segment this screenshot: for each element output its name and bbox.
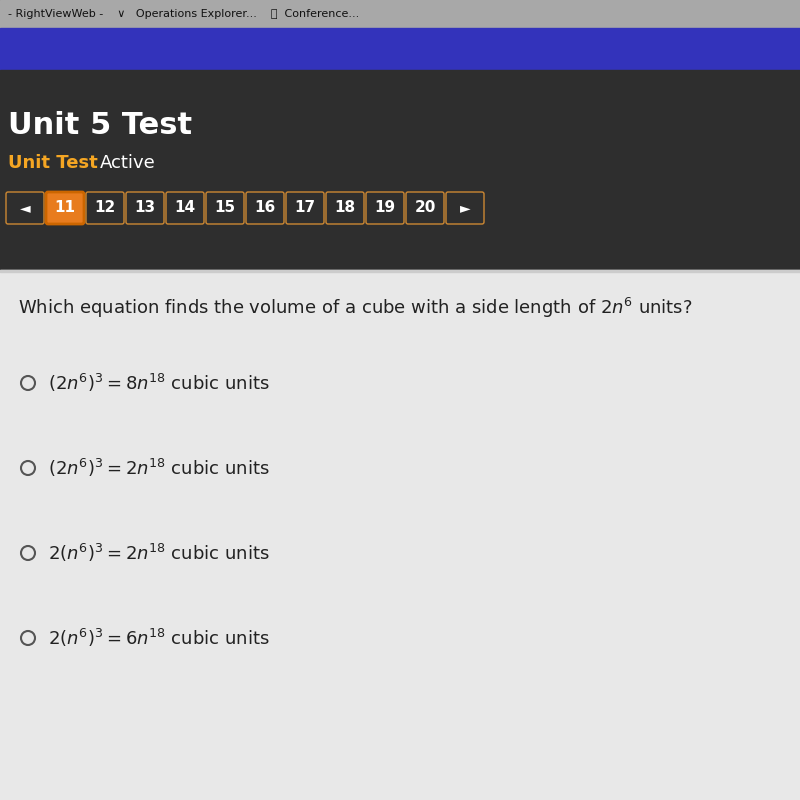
Bar: [0, 270, 800, 800]
Bar: [0, 28, 800, 70]
FancyBboxPatch shape: [446, 192, 484, 224]
Text: 13: 13: [134, 201, 155, 215]
Text: ►: ►: [460, 201, 470, 215]
Text: 16: 16: [254, 201, 276, 215]
Circle shape: [21, 631, 35, 645]
FancyBboxPatch shape: [406, 192, 444, 224]
Text: $\left(2n^6\right)^3 = 8n^{18}$ cubic units: $\left(2n^6\right)^3 = 8n^{18}$ cubic un…: [48, 372, 270, 394]
Text: Which equation finds the volume of a cube with a side length of $2n^6$ units?: Which equation finds the volume of a cub…: [18, 296, 693, 320]
Bar: [0, 70, 800, 270]
FancyBboxPatch shape: [86, 192, 124, 224]
Text: ◄: ◄: [20, 201, 30, 215]
FancyBboxPatch shape: [366, 192, 404, 224]
Circle shape: [21, 546, 35, 560]
Text: 20: 20: [414, 201, 436, 215]
FancyBboxPatch shape: [286, 192, 324, 224]
Circle shape: [21, 376, 35, 390]
FancyBboxPatch shape: [46, 192, 84, 224]
Bar: [0, 0, 800, 28]
FancyBboxPatch shape: [326, 192, 364, 224]
Text: $\left(2n^6\right)^3 = 2n^{18}$ cubic units: $\left(2n^6\right)^3 = 2n^{18}$ cubic un…: [48, 457, 270, 479]
Text: - RightViewWeb -    ∨   Operations Explorer...    🔗  Conference...: - RightViewWeb - ∨ Operations Explorer..…: [8, 9, 359, 19]
Bar: [0, 270, 800, 272]
FancyBboxPatch shape: [126, 192, 164, 224]
Text: 15: 15: [214, 201, 235, 215]
Circle shape: [21, 461, 35, 475]
Text: Unit 5 Test: Unit 5 Test: [8, 110, 192, 139]
Text: 17: 17: [294, 201, 315, 215]
FancyBboxPatch shape: [166, 192, 204, 224]
FancyBboxPatch shape: [206, 192, 244, 224]
Text: $2\left(n^6\right)^3 = 2n^{18}$ cubic units: $2\left(n^6\right)^3 = 2n^{18}$ cubic un…: [48, 542, 270, 564]
FancyBboxPatch shape: [246, 192, 284, 224]
Text: $2\left(n^6\right)^3 = 6n^{18}$ cubic units: $2\left(n^6\right)^3 = 6n^{18}$ cubic un…: [48, 627, 270, 649]
FancyBboxPatch shape: [6, 192, 44, 224]
Text: 11: 11: [54, 201, 75, 215]
Text: 19: 19: [374, 201, 395, 215]
Text: Active: Active: [100, 154, 156, 172]
Text: 18: 18: [334, 201, 355, 215]
Text: 14: 14: [174, 201, 195, 215]
Text: Unit Test: Unit Test: [8, 154, 98, 172]
Text: 12: 12: [94, 201, 116, 215]
